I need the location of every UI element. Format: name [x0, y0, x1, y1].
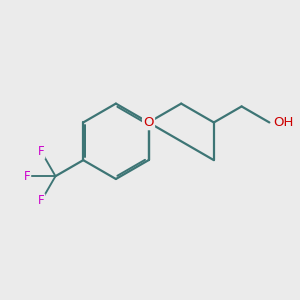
Text: F: F: [24, 170, 31, 183]
Text: F: F: [38, 145, 45, 158]
Text: O: O: [143, 116, 154, 129]
Text: OH: OH: [274, 116, 294, 129]
Text: F: F: [38, 194, 45, 207]
